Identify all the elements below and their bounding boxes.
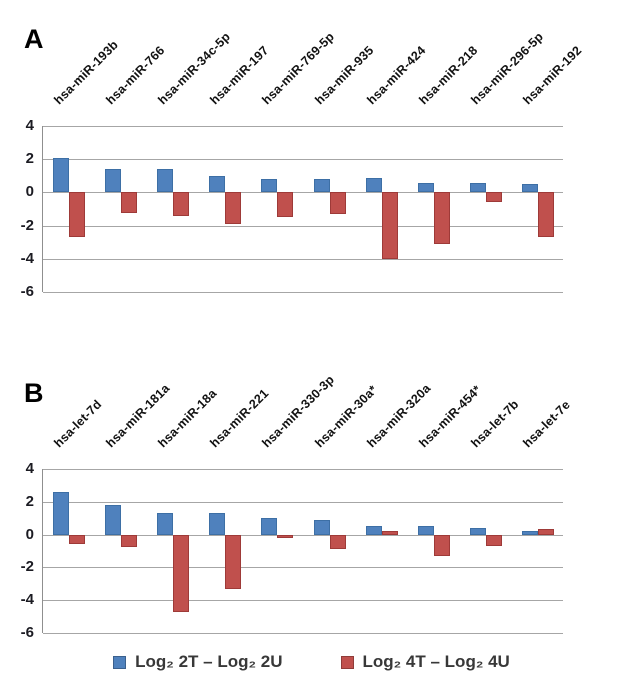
gridline <box>43 501 563 503</box>
bar <box>365 526 382 535</box>
gridline <box>43 192 563 194</box>
y-tick-label: 2 <box>25 150 34 168</box>
bar <box>433 192 450 244</box>
bar <box>365 178 382 193</box>
y-tick-label: 2 <box>25 492 34 510</box>
y-tick-label: 4 <box>25 460 34 477</box>
bar <box>121 534 138 547</box>
gridline <box>43 126 563 127</box>
gridline <box>43 567 563 569</box>
y-tick-label: 4 <box>25 117 34 134</box>
panel-a-plot <box>42 126 563 293</box>
bar <box>277 534 294 538</box>
bar <box>53 157 70 193</box>
bar <box>157 513 174 535</box>
gridline <box>43 258 563 260</box>
gridline <box>43 225 563 227</box>
y-tick-label: -4 <box>20 249 34 267</box>
bar <box>261 518 278 535</box>
bar <box>173 534 190 612</box>
bar <box>537 528 554 535</box>
y-tick-label: 0 <box>25 525 34 543</box>
chart-legend: Log₂ 2T – Log₂ 2U Log₂ 4T – Log₂ 4U <box>0 652 623 672</box>
bar <box>157 169 174 193</box>
bar <box>521 184 538 193</box>
panel-b: B 4 2 0 -2 -4 -6 hsa-let-7d hsa-miR-181a hsa-miR… <box>0 343 623 652</box>
y-tick-label: -6 <box>20 624 34 641</box>
panel-a: A 4 2 0 -2 -4 -6 hsa-miR-193b hsa-miR-766 hsa-mi… <box>0 0 623 343</box>
category-label: hsa-let-7b <box>468 397 522 451</box>
bar <box>329 534 346 550</box>
bar <box>329 192 346 214</box>
y-tick-label: -2 <box>20 558 34 576</box>
legend-swatch-red-icon <box>340 655 354 669</box>
bar <box>69 192 86 238</box>
legend-swatch-blue-icon <box>113 655 127 669</box>
bar <box>105 505 122 535</box>
y-tick-label: 0 <box>25 183 34 201</box>
gridline <box>43 633 563 634</box>
bar <box>277 192 294 218</box>
bar <box>417 183 434 193</box>
bar <box>485 534 502 547</box>
bar <box>433 534 450 556</box>
bar <box>69 534 86 544</box>
bar <box>537 192 554 238</box>
bar <box>417 526 434 535</box>
bar <box>209 513 226 535</box>
bar <box>469 183 486 193</box>
category-label: hsa-let-7d <box>51 397 105 451</box>
bar <box>313 519 330 535</box>
gridline <box>43 534 563 536</box>
legend-item-4t: Log₂ 4T – Log₂ 4U <box>340 652 510 672</box>
panel-b-plot <box>42 469 563 634</box>
bar <box>173 192 190 216</box>
panel-a-letter: A <box>24 24 44 54</box>
bar <box>105 169 122 193</box>
y-tick-label: -4 <box>20 591 34 609</box>
gridline <box>43 159 563 161</box>
bar <box>381 192 398 259</box>
y-tick-label: -2 <box>20 216 34 234</box>
legend-label-2t: Log₂ 2T – Log₂ 2U <box>135 652 283 671</box>
bar <box>485 192 502 202</box>
bar <box>209 175 226 193</box>
legend-label-4t: Log₂ 4T – Log₂ 4U <box>362 652 510 671</box>
category-label: hsa-let-7e <box>520 397 573 451</box>
gridline <box>43 292 563 293</box>
bar <box>521 530 538 535</box>
bar <box>261 179 278 193</box>
panel-b-letter: B <box>24 378 44 408</box>
y-tick-label: -6 <box>20 283 34 300</box>
gridline <box>43 469 563 470</box>
bar <box>225 534 242 589</box>
bar <box>469 528 486 535</box>
bar <box>381 530 398 535</box>
gridline <box>43 600 563 602</box>
bar <box>121 192 138 214</box>
bar <box>313 179 330 193</box>
bar <box>225 192 242 224</box>
legend-item-2t: Log₂ 2T – Log₂ 2U <box>113 652 283 672</box>
bar <box>53 491 70 535</box>
